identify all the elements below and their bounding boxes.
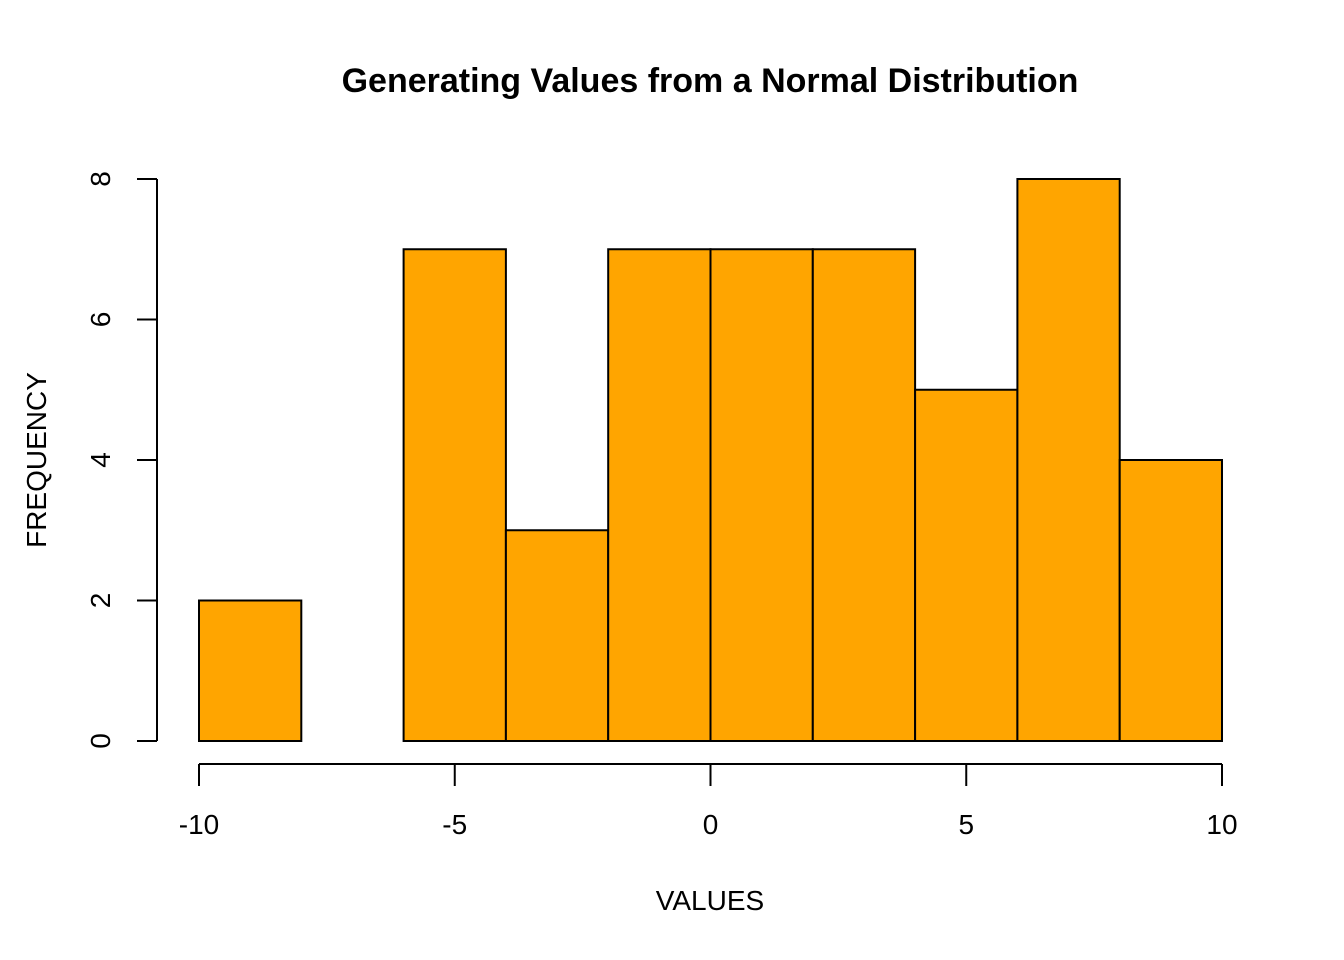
y-axis: 0 2 4 6 8 (85, 171, 158, 749)
x-tick-label: 10 (1206, 809, 1237, 840)
histogram-bar (607, 248, 712, 742)
y-tick-label: 2 (85, 593, 116, 609)
y-tick-label: 8 (85, 171, 116, 187)
x-tick-label: -5 (442, 809, 467, 840)
y-tick-label: 4 (85, 452, 116, 468)
histogram-bar (709, 248, 814, 742)
y-axis-label: FREQUENCY (21, 372, 52, 548)
histogram-bar (811, 248, 917, 742)
x-tick-label: 0 (703, 809, 719, 840)
x-tick-label: 5 (958, 809, 974, 840)
y-tick-label: 6 (85, 312, 116, 328)
histogram-bar (504, 529, 610, 742)
histogram-bar (1016, 178, 1121, 742)
x-axis-label: VALUES (656, 885, 764, 916)
histogram-bar (1118, 459, 1223, 742)
bars-group (198, 178, 1223, 742)
x-tick-label: -10 (179, 809, 219, 840)
histogram-bar (198, 599, 303, 742)
chart-title: Generating Values from a Normal Distribu… (342, 62, 1079, 100)
histogram-bar (402, 248, 507, 742)
x-axis: -10 -5 0 5 10 (179, 763, 1238, 840)
y-tick-label: 0 (85, 733, 116, 749)
histogram-bar (914, 388, 1019, 742)
